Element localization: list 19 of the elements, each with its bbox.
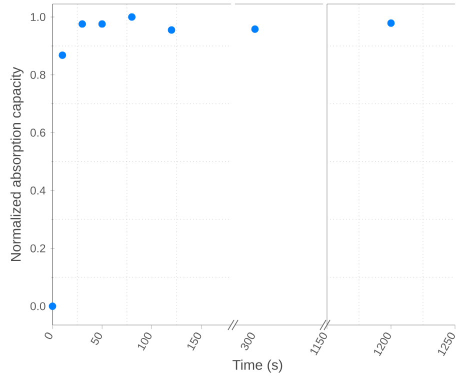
y-tick-label: 0.2 [30,244,46,252]
x-tick-label: 100 [138,332,152,351]
x-tick-label: 300 [240,332,255,350]
point [48,302,56,310]
point [168,26,176,34]
point [58,51,66,59]
y-tick-label: 0.6 [30,128,46,137]
x-tick-label: 0 [44,332,52,340]
x-tick-label: 150 [188,332,202,351]
x-axis-title: Time (s) [232,360,282,373]
y-axis-title: Normalized absorption capacity [10,66,24,262]
y-tick-label: 0.4 [30,186,46,195]
point [78,20,86,28]
y-tick-label: 1.0 [30,13,46,22]
x-tick-label: 50 [90,332,102,345]
point [128,13,136,21]
y-tick-label: 0.8 [30,70,46,79]
y-tick-label: 0.0 [30,302,46,310]
point [98,20,106,28]
